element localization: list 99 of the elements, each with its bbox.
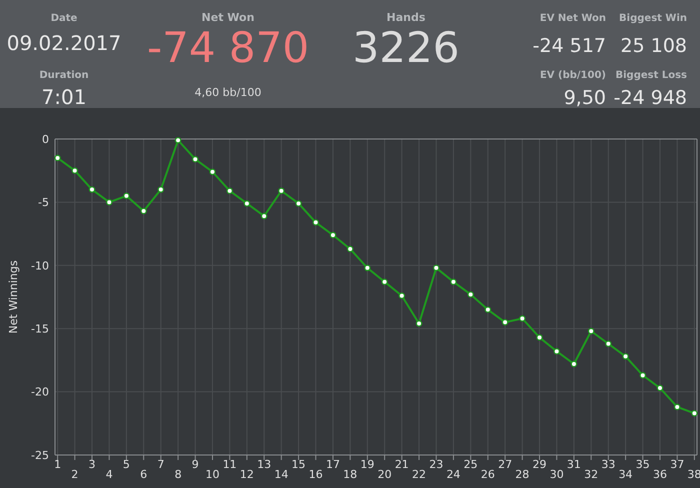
text: Net Won: [202, 11, 254, 24]
point: [226, 188, 233, 194]
point: [158, 186, 164, 193]
point: [123, 192, 130, 200]
point: [605, 340, 612, 347]
x-tick-label: 20: [378, 468, 392, 481]
x-tick-label: 10: [205, 468, 220, 481]
point: [570, 360, 578, 368]
x-tick-label: 30: [550, 468, 564, 481]
x-tick-label: 37: [670, 458, 684, 471]
y-tick-label: -10: [31, 259, 49, 272]
x-tick-label: 11: [222, 458, 237, 471]
point: [260, 212, 268, 220]
text: EV Net Won: [540, 13, 606, 24]
x-tick-label: 28: [515, 468, 530, 481]
point: [502, 319, 508, 326]
x-tick-label: 22: [412, 468, 426, 481]
point: [192, 156, 198, 162]
point: [106, 199, 112, 206]
point: [140, 208, 147, 214]
x-tick-label: 23: [429, 458, 444, 471]
x-tick-label: 16: [308, 468, 323, 481]
point: [364, 264, 371, 272]
point: [244, 200, 250, 207]
point: [467, 291, 474, 298]
x-tick-label: 3: [88, 458, 96, 471]
x-tick-label: 12: [240, 468, 254, 481]
text: Date: [50, 13, 78, 24]
x-tick-label: 15: [292, 458, 306, 471]
point: [174, 137, 182, 144]
text: -74 870: [146, 23, 310, 72]
text: 7:01: [42, 85, 86, 109]
text: 3226: [352, 23, 460, 72]
point: [656, 384, 664, 392]
point: [346, 246, 354, 252]
x-tick-label: 32: [584, 468, 598, 481]
point: [622, 353, 629, 360]
x-tick-label: 13: [257, 458, 272, 471]
text: 9,50: [564, 87, 606, 109]
text: Duration: [39, 70, 89, 81]
text: -24 948: [614, 87, 687, 109]
x-tick-label: 26: [480, 468, 495, 481]
point: [88, 186, 96, 193]
point: [691, 410, 698, 416]
point: [433, 264, 440, 272]
x-tick-label: 34: [618, 468, 633, 481]
point: [588, 328, 594, 334]
y-axis-title: Net Winnings: [7, 260, 20, 334]
point: [519, 315, 526, 322]
x-tick-label: 31: [566, 458, 581, 471]
x-tick-label: 18: [343, 468, 358, 481]
y-tick-label: -20: [31, 386, 49, 399]
x-tick-label: 19: [360, 458, 374, 471]
point: [416, 320, 422, 327]
point: [381, 278, 388, 286]
x-tick-label: 36: [652, 468, 667, 481]
y-tick-label: -15: [31, 322, 49, 336]
text: Biggest Win: [619, 13, 687, 24]
point: [554, 348, 560, 355]
point: [484, 306, 492, 313]
x-tick-label: 35: [636, 458, 650, 471]
x-tick-label: 27: [498, 458, 512, 471]
point: [398, 292, 406, 299]
point: [330, 232, 336, 238]
y-tick-label: -5: [38, 196, 49, 210]
text: Hands: [386, 11, 426, 24]
x-tick-label: 33: [601, 458, 616, 471]
text: 4,60 bb/100: [194, 86, 262, 99]
y-tick-label: -25: [31, 448, 49, 462]
x-tick-label: 25: [464, 458, 478, 471]
text: Biggest Loss: [615, 70, 688, 81]
x-tick-label: 1: [54, 458, 62, 471]
text: -24 517: [532, 35, 606, 57]
x-tick-label: 4: [106, 468, 113, 481]
point: [450, 278, 457, 286]
x-tick-label: 17: [326, 458, 340, 471]
point: [72, 167, 78, 174]
text: EV (bb/100): [540, 70, 606, 81]
x-tick-label: 5: [122, 458, 130, 471]
x-tick-label: 8: [174, 468, 182, 481]
x-tick-label: 24: [446, 468, 460, 481]
x-tick-label: 6: [140, 468, 148, 481]
x-tick-label: 14: [274, 468, 288, 481]
point: [674, 404, 680, 410]
x-tick-label: 9: [192, 458, 199, 471]
point: [312, 219, 319, 226]
point: [536, 334, 543, 341]
x-tick-label: 7: [157, 458, 164, 471]
text: 09.02.2017: [6, 31, 122, 55]
point: [209, 168, 216, 176]
x-tick-label: 2: [71, 468, 78, 481]
point: [295, 200, 302, 207]
point: [640, 372, 646, 379]
text: 25 108: [620, 35, 687, 57]
point: [54, 154, 61, 162]
point: [278, 188, 285, 194]
y-tick-label: 0: [42, 132, 49, 146]
x-tick-label: 21: [394, 458, 409, 471]
x-tick-label: 29: [532, 458, 547, 471]
